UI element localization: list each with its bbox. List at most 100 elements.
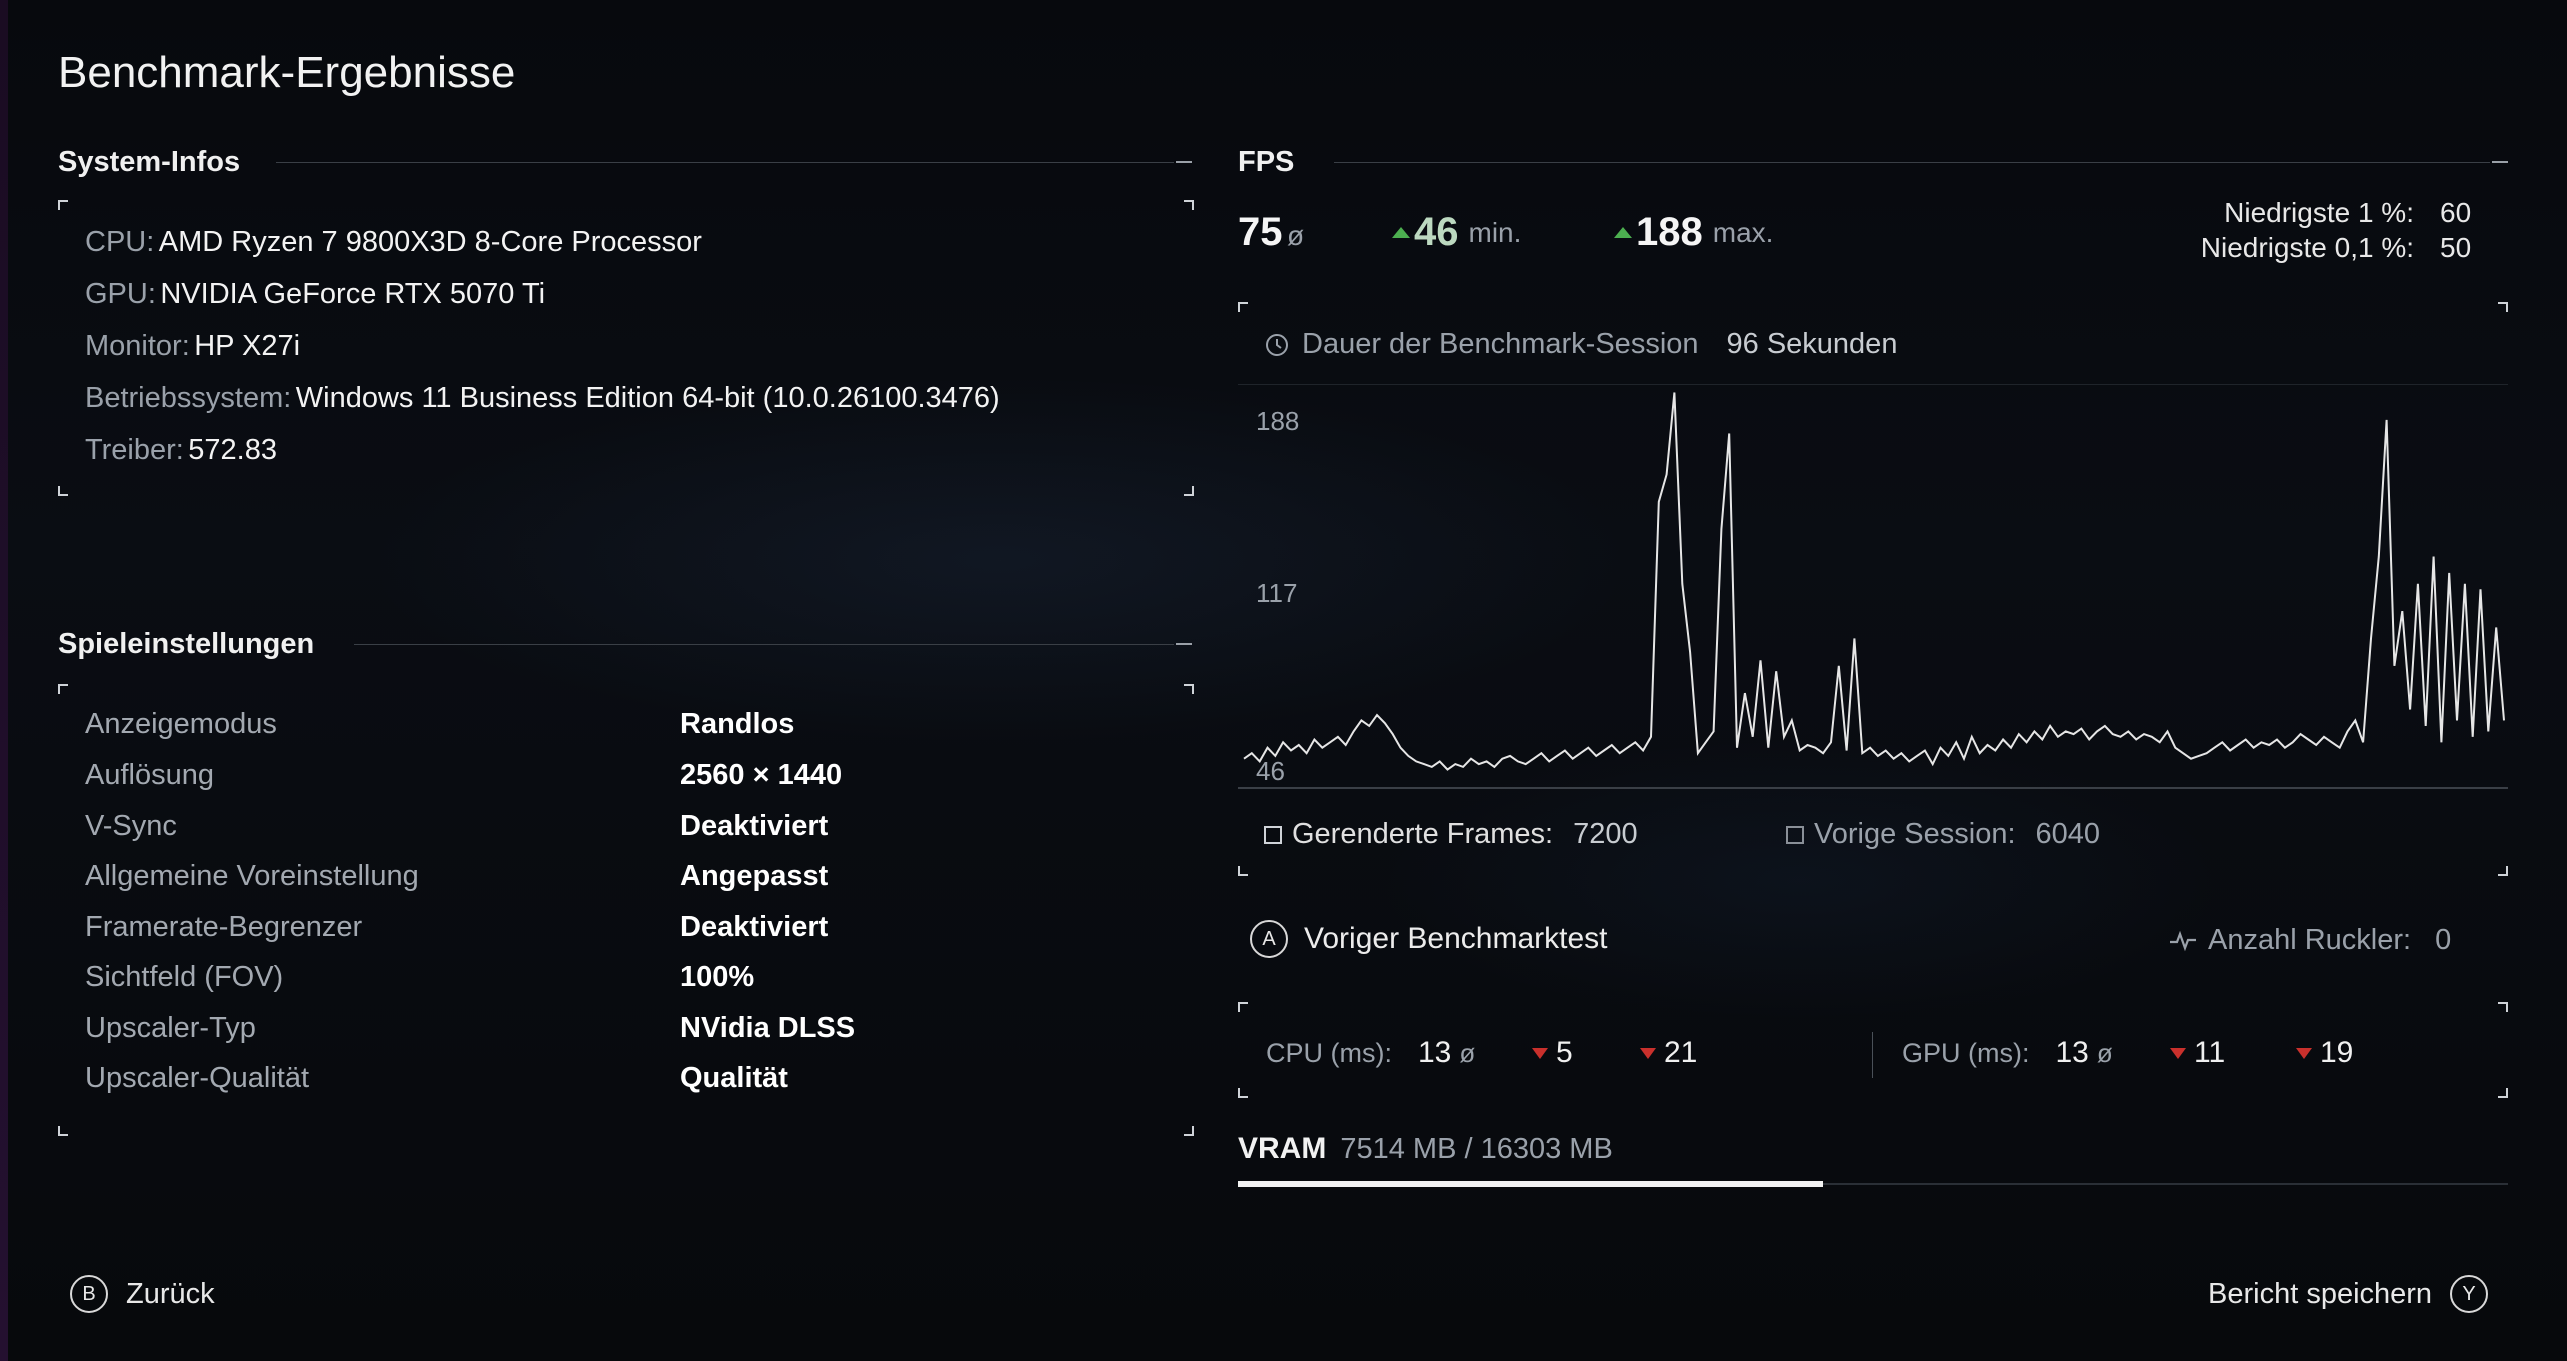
setting-label-upscaler-type: Upscaler-Typ xyxy=(85,1012,256,1044)
gpu-frametime-avg-unit: ø xyxy=(2096,1038,2113,1068)
setting-value-resolution: 2560 × 1440 xyxy=(680,759,843,791)
fps-series-line xyxy=(1243,392,2505,771)
settings-section-title: Spieleinstellungen xyxy=(58,628,315,660)
fps-maximum: 188 max. xyxy=(1614,210,1773,255)
system-label: Treiber: xyxy=(85,434,184,466)
rendered-frames-label: Gerenderte Frames: xyxy=(1292,818,1554,850)
system-value: 572.83 xyxy=(188,434,277,466)
trend-up-icon xyxy=(1614,227,1632,238)
clock-icon xyxy=(1266,333,1288,356)
previous-session-frames: Vorige Session: 6040 xyxy=(1786,818,2100,851)
checkbox-icon xyxy=(1786,825,1804,844)
gpu-frametime-min: 11 xyxy=(2170,1036,2225,1070)
background-edge xyxy=(0,0,8,1361)
setting-value-fov: 100% xyxy=(680,961,755,993)
system-label: GPU: xyxy=(85,278,156,310)
b-button-icon: B xyxy=(70,1275,108,1313)
cpu-frametime-min: 5 xyxy=(1532,1036,1573,1070)
previous-benchmark-label: Voriger Benchmarktest xyxy=(1304,922,1608,955)
settings-panel: Anzeigemodus Randlos Auflösung 2560 × 14… xyxy=(58,684,1194,1136)
system-row-gpu: GPU: NVIDIA GeForce RTX 5070 Ti xyxy=(85,278,545,311)
setting-value-upscaler-type: NVidia DLSS xyxy=(680,1012,856,1044)
save-report-button[interactable]: Bericht speichern Y xyxy=(2208,1275,2489,1313)
system-section-title: System-Infos xyxy=(58,146,241,178)
fps-maximum-value: 188 xyxy=(1636,210,1703,254)
fps-minimum-value: 46 xyxy=(1414,210,1459,254)
trend-up-icon xyxy=(1392,227,1410,238)
frametime-divider xyxy=(1872,1032,1873,1078)
fps-average: 75 ø xyxy=(1238,210,1304,255)
setting-value-preset: Angepasst xyxy=(680,860,829,892)
pulse-icon xyxy=(2170,930,2196,951)
setting-label-upscaler-quality: Upscaler-Qualität xyxy=(85,1062,310,1094)
system-section-divider xyxy=(276,162,1174,163)
system-row-monitor: Monitor: HP X27i xyxy=(85,330,300,363)
setting-label-fov: Sichtfeld (FOV) xyxy=(85,961,284,993)
vram-label: VRAM xyxy=(1238,1132,1327,1165)
rendered-frames-value: 7200 xyxy=(1573,818,1638,850)
gpu-frametime-avg: 13 xyxy=(2055,1036,2089,1069)
session-duration-value: 96 Sekunden xyxy=(1726,328,1898,360)
system-value: HP X27i xyxy=(194,330,301,362)
fps-low01-label: Niedrigste 0,1 %: xyxy=(2200,232,2414,263)
save-report-label: Bericht speichern xyxy=(2208,1277,2433,1310)
setting-value-vsync: Deaktiviert xyxy=(680,810,829,842)
session-duration: Dauer der Benchmark-Session 96 Sekunden xyxy=(1264,328,1897,361)
setting-label-framerate-limiter: Framerate-Begrenzer xyxy=(85,911,363,943)
page-title: Benchmark-Ergebnisse xyxy=(58,48,516,97)
fps-chart-panel: Dauer der Benchmark-Session 96 Sekunden … xyxy=(1238,302,2508,876)
trend-down-icon xyxy=(1640,1047,1656,1059)
y-tick-label: 188 xyxy=(1256,406,1299,436)
frametime-panel: CPU (ms): 13 ø 5 21 GPU (ms): 13 ø 11 19 xyxy=(1238,1002,2508,1098)
gpu-frametime-min-value: 11 xyxy=(2194,1036,2226,1069)
stutter-count-value: 0 xyxy=(2435,924,2452,956)
setting-label-preset: Allgemeine Voreinstellung xyxy=(85,860,419,892)
y-button-icon: Y xyxy=(2450,1275,2489,1313)
cpu-frametime-avg: 13 xyxy=(1417,1036,1452,1069)
setting-label-vsync: V-Sync xyxy=(85,810,177,842)
back-button[interactable]: B Zurück xyxy=(70,1275,215,1313)
stutter-count: Anzahl Ruckler: 0 xyxy=(2168,924,2451,957)
cpu-frametime-max-value: 21 xyxy=(1664,1036,1698,1069)
trend-down-icon xyxy=(2296,1047,2312,1059)
vram-value: 7514 MB / 16303 MB xyxy=(1340,1133,1613,1165)
system-row-cpu: CPU: AMD Ryzen 7 9800X3D 8-Core Processo… xyxy=(85,226,702,259)
fps-collapse-icon xyxy=(2492,161,2508,163)
chart-top-divider xyxy=(1238,384,2508,385)
fps-average-unit: ø xyxy=(1286,220,1305,251)
cpu-frametime-label: CPU (ms): xyxy=(1266,1038,1392,1068)
system-label: Betriebssystem: xyxy=(85,382,292,414)
checkbox-icon xyxy=(1264,825,1282,844)
setting-value-upscaler-quality: Qualität xyxy=(680,1062,788,1094)
fps-maximum-unit: max. xyxy=(1712,216,1774,248)
system-value: NVIDIA GeForce RTX 5070 Ti xyxy=(160,278,546,310)
fps-average-value: 75 xyxy=(1238,210,1283,254)
setting-value-display-mode: Randlos xyxy=(680,708,795,740)
settings-collapse-icon xyxy=(1176,643,1192,645)
setting-label-resolution: Auflösung xyxy=(85,759,214,791)
y-tick-label: 117 xyxy=(1256,578,1297,608)
system-label: Monitor: xyxy=(85,330,190,362)
system-value: AMD Ryzen 7 9800X3D 8-Core Processor xyxy=(158,226,702,258)
gpu-frametime-max-value: 19 xyxy=(2320,1036,2354,1069)
cpu-frametime-avg-unit: ø xyxy=(1459,1038,1476,1068)
cpu-frametime-min-value: 5 xyxy=(1556,1036,1573,1069)
back-label: Zurück xyxy=(126,1277,215,1310)
trend-down-icon xyxy=(2170,1047,2186,1059)
fps-low1-label: Niedrigste 1 %: xyxy=(2224,197,2414,228)
a-button-icon: A xyxy=(1250,920,1288,958)
previous-benchmark-button[interactable]: A Voriger Benchmarktest xyxy=(1250,920,1607,958)
setting-value-framerate-limiter: Deaktiviert xyxy=(680,911,829,943)
system-value: Windows 11 Business Edition 64-bit (10.0… xyxy=(295,382,1000,414)
system-row-driver: Treiber: 572.83 xyxy=(85,434,277,467)
gpu-frametime-label: GPU (ms): xyxy=(1902,1038,2030,1068)
system-row-os: Betriebssystem: Windows 11 Business Edit… xyxy=(85,382,1000,415)
fps-minimum-unit: min. xyxy=(1468,216,1522,248)
stutter-count-label: Anzahl Ruckler: xyxy=(2208,924,2412,956)
previous-session-label: Vorige Session: xyxy=(1814,818,2016,850)
system-collapse-icon xyxy=(1176,161,1192,163)
cpu-frametime-max: 21 xyxy=(1640,1036,1697,1070)
cpu-frametime: CPU (ms): 13 ø xyxy=(1266,1036,1475,1070)
